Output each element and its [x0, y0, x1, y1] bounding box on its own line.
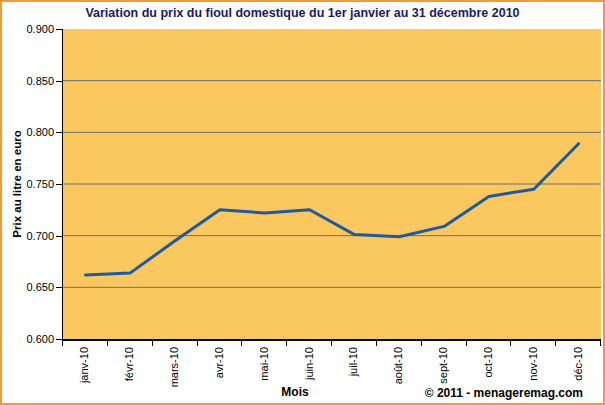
x-tick-label: juil-10: [346, 347, 360, 393]
x-tick: [152, 341, 153, 346]
x-tick: [62, 341, 63, 346]
x-tick-label: févr-10: [122, 347, 136, 393]
line-series-svg: [63, 29, 601, 339]
y-tick: [56, 236, 62, 237]
y-tick: [56, 132, 62, 133]
y-tick: [56, 184, 62, 185]
y-tick-label: 0.600: [18, 333, 54, 345]
y-tick-label: 0.650: [18, 281, 54, 293]
x-axis-title: Mois: [265, 385, 325, 399]
y-axis-title: Prix au litre en euro: [11, 114, 25, 254]
x-tick: [107, 341, 108, 346]
x-tick-label: mars-10: [167, 347, 181, 393]
y-tick: [56, 339, 62, 340]
x-tick: [286, 341, 287, 346]
x-tick: [331, 341, 332, 346]
price-line-series: [85, 144, 578, 275]
x-tick-label: avr-10: [212, 347, 226, 393]
x-tick: [376, 341, 377, 346]
x-tick: [510, 341, 511, 346]
x-tick: [421, 341, 422, 346]
copyright-text: © 2011 - menageremag.com: [425, 386, 583, 400]
x-tick: [466, 341, 467, 346]
chart-container: Variation du prix du fioul domestique du…: [0, 0, 605, 405]
y-tick-label: 0.900: [18, 23, 54, 35]
x-tick-label: août-10: [391, 347, 405, 393]
x-tick: [555, 341, 556, 346]
y-tick-label: 0.850: [18, 75, 54, 87]
x-tick: [197, 341, 198, 346]
y-tick: [56, 81, 62, 82]
y-tick: [56, 287, 62, 288]
plot-area: [62, 29, 601, 341]
y-tick: [56, 29, 62, 30]
x-tick: [600, 341, 601, 346]
x-tick-label: janv-10: [77, 347, 91, 393]
chart-title: Variation du prix du fioul domestique du…: [2, 6, 603, 20]
x-tick: [241, 341, 242, 346]
